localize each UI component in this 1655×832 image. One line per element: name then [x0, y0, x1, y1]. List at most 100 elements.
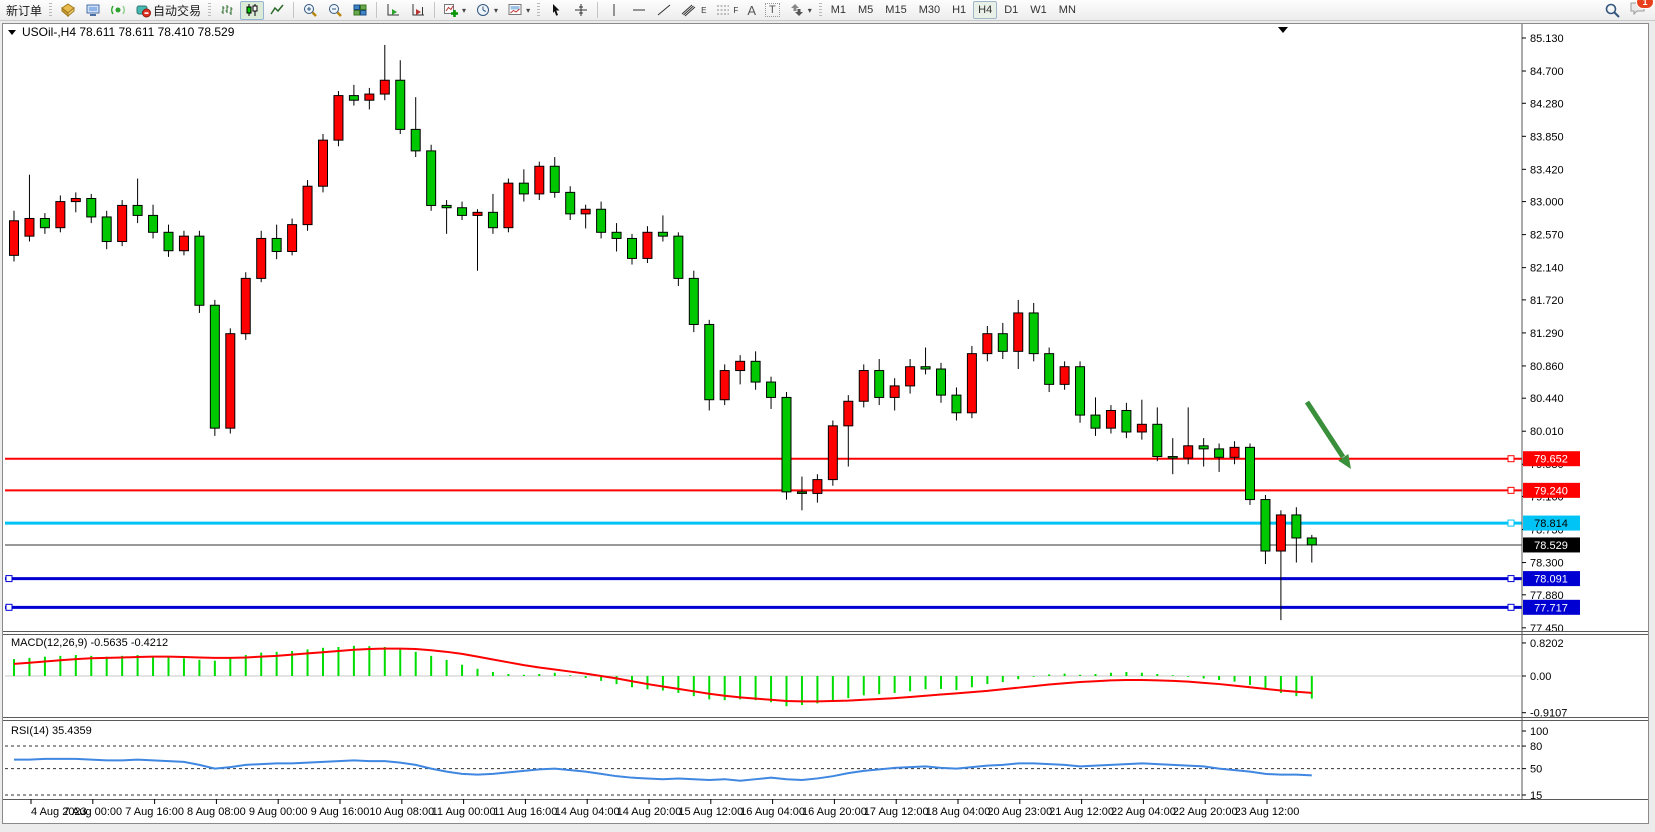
candle [256, 237, 267, 279]
annotation-arrow[interactable] [1304, 400, 1346, 459]
candle [781, 396, 792, 493]
trendline-button[interactable] [652, 1, 676, 20]
auto-trading-button[interactable]: 自动交易 [131, 1, 205, 20]
price-axis-label: 80.440 [1530, 393, 1564, 405]
candlestick-chart-button[interactable] [240, 0, 265, 20]
timeframe-button-M5[interactable]: M5 [858, 4, 874, 16]
candle [1136, 423, 1147, 433]
candle [39, 217, 50, 229]
search-icon[interactable] [1604, 2, 1621, 19]
price-badge [1523, 482, 1580, 498]
timeframe-button-H4[interactable]: H4 [973, 1, 998, 19]
indicators-button[interactable]: ▾ [439, 1, 470, 20]
market-watch-icon[interactable] [56, 1, 80, 20]
periods-button[interactable]: ▾ [471, 1, 502, 20]
auto-scroll-button[interactable] [381, 1, 405, 20]
candle [86, 198, 97, 218]
time-axis-label: 17 Aug 12:00 [864, 806, 929, 818]
chevron-down-icon: ▾ [807, 5, 812, 15]
line-handle[interactable] [5, 575, 13, 583]
candle [704, 323, 715, 401]
candle [410, 128, 421, 152]
candle [966, 353, 977, 414]
rsi-axis-label: 50 [1530, 764, 1542, 776]
line-handle[interactable] [1507, 603, 1515, 611]
terminal-button[interactable] [81, 1, 105, 20]
price-chart[interactable]: 85.130 84.700 84.280 83.850 83.420 83.000 82.5… [3, 24, 1648, 823]
templates-button[interactable]: ▾ [503, 1, 534, 20]
price-axis-label: 82.140 [1530, 263, 1564, 275]
gold-cube-icon [61, 3, 75, 18]
line-handle[interactable] [1507, 575, 1515, 583]
arrows-button[interactable]: ▾ [785, 1, 816, 20]
terminal-icon [86, 4, 100, 16]
price-axis-label: 77.880 [1530, 590, 1564, 602]
candle [1183, 445, 1194, 459]
candle [905, 366, 916, 387]
rsi-label: RSI(14) 35.4359 [11, 725, 92, 737]
signal-icon [111, 5, 126, 15]
text-label-button[interactable]: T [761, 1, 784, 20]
signals-button[interactable] [106, 1, 130, 20]
line-handle[interactable] [1507, 519, 1515, 527]
symbol-dropdown-icon[interactable] [8, 30, 16, 35]
price-axis-label: 83.420 [1530, 164, 1564, 176]
price-axis-label: 77.450 [1530, 623, 1564, 635]
tile-windows-button[interactable] [348, 1, 372, 20]
line-handle[interactable] [1507, 486, 1515, 494]
rsi-axis-label: 15 [1530, 790, 1542, 802]
candle [487, 211, 498, 229]
price-badge [1523, 537, 1580, 553]
candle [858, 370, 869, 402]
price-axis-label: 80.010 [1530, 426, 1564, 438]
candle [997, 333, 1008, 352]
timeframe-button-M1[interactable]: M1 [830, 4, 847, 16]
crosshair-button[interactable] [569, 1, 593, 20]
new-order-button[interactable]: 新订单 [6, 3, 43, 18]
candle [518, 182, 529, 195]
text-button[interactable]: A [743, 1, 760, 20]
vertical-line-button[interactable] [602, 1, 626, 20]
fibonacci-button[interactable]: F [711, 1, 742, 20]
horizontal-line-button[interactable] [627, 1, 651, 20]
candle [163, 231, 174, 252]
candle [333, 95, 344, 141]
candle [194, 235, 205, 306]
zoom-in-button[interactable] [298, 1, 322, 20]
time-axis-label: 20 Aug 23:00 [987, 806, 1052, 818]
timeframe-button-M15[interactable]: M15 [885, 4, 907, 16]
price-badge [1523, 571, 1580, 587]
line-handle[interactable] [5, 603, 13, 611]
zoom-out-button[interactable] [323, 1, 347, 20]
notifications-button[interactable]: 1 [1629, 0, 1654, 21]
candle [1260, 499, 1271, 552]
timeframe-button-MN[interactable]: MN [1058, 4, 1076, 16]
candle [1121, 409, 1132, 433]
price-badge [1523, 515, 1580, 531]
scroll-marker-icon[interactable] [1278, 27, 1288, 33]
timeframe-button-M30[interactable]: M30 [918, 4, 941, 16]
line-chart-icon [270, 4, 284, 15]
chart-shift-button[interactable] [406, 1, 430, 20]
timeframe-button-H1[interactable]: H1 [952, 4, 967, 16]
line-handle[interactable] [1507, 455, 1515, 463]
trendline-icon [657, 4, 671, 16]
bar-chart-button[interactable] [215, 1, 239, 20]
toolbar-separator [434, 2, 436, 18]
price-badge-label: 79.240 [1534, 485, 1568, 497]
channel-button[interactable]: E [677, 1, 710, 20]
timeframe-button-D1[interactable]: D1 [1004, 4, 1019, 16]
timeframe-button-W1[interactable]: W1 [1030, 4, 1047, 16]
price-badge-label: 78.814 [1534, 518, 1568, 530]
candle [395, 79, 406, 130]
line-chart-button[interactable] [265, 1, 289, 20]
price-axis-label: 81.720 [1530, 295, 1564, 307]
candle [688, 277, 699, 325]
time-axis-label: 22 Aug 04:00 [1111, 806, 1176, 818]
candle [1198, 445, 1209, 450]
candle [565, 191, 576, 215]
cursor-button[interactable] [544, 1, 568, 20]
candle [596, 208, 607, 233]
candle [766, 381, 777, 398]
horizontal-line-icon [633, 9, 646, 11]
